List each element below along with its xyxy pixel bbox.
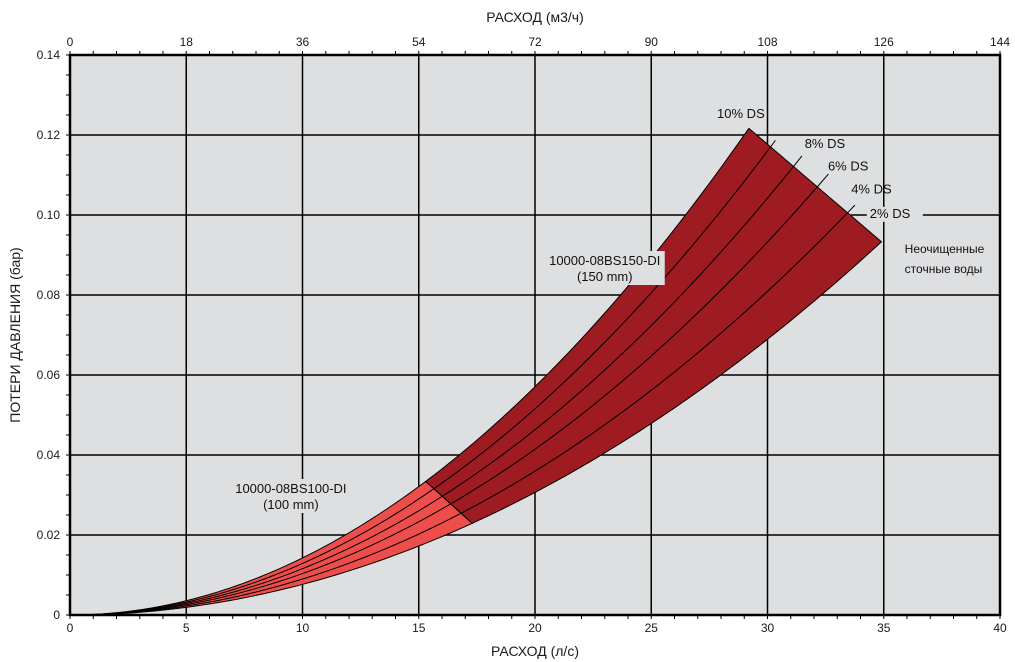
y-tick-label: 0.06 [37, 368, 61, 382]
x-tick-label: 15 [412, 621, 426, 635]
y-tick-label: 0.08 [37, 288, 61, 302]
x2-tick-label: 36 [296, 35, 310, 49]
x2-tick-label: 72 [528, 35, 542, 49]
x2-tick-label: 108 [757, 35, 777, 49]
x-tick-label: 35 [877, 621, 891, 635]
y-tick-label: 0.04 [37, 448, 61, 462]
x-tick-label: 30 [761, 621, 775, 635]
y-tick-label: 0.02 [37, 528, 61, 542]
series-curves [69, 140, 856, 616]
x2-tick-label: 144 [990, 35, 1010, 49]
tick-labels: 0 5 10 15 20 25 30 35 40 0 18 36 54 72 90 108 126 144 0 0.0… [37, 35, 1011, 635]
y-tick-label: 0.14 [37, 48, 61, 62]
raw-label-line-2: сточные воды [905, 262, 983, 276]
curve-4-ds [69, 173, 829, 616]
zone-label-line-1: 10000-08BS100-DI [235, 481, 346, 496]
curve-8-ds [69, 140, 776, 616]
y-tick-label: 0 [53, 608, 60, 622]
x2-tick-label: 18 [180, 35, 194, 49]
x2-tick-label: 126 [874, 35, 894, 49]
y-tick-label: 0.12 [37, 128, 61, 142]
grid-lines [70, 55, 1000, 615]
x-axis-label: РАСХОД (л/с) [491, 643, 579, 659]
zone-label-line-2: (100 mm) [263, 497, 319, 512]
x-tick-label: 0 [67, 621, 74, 635]
x-tick-label: 5 [183, 621, 190, 635]
series-label: 4% DS [851, 181, 892, 196]
y-tick-label: 0.10 [37, 208, 61, 222]
minor-ticks [66, 51, 1001, 619]
zone-label-line-2: (150 mm) [577, 269, 633, 284]
x-tick-label: 10 [296, 621, 310, 635]
band-150mm [424, 127, 883, 524]
series-label: 8% DS [805, 136, 846, 151]
x2-tick-label: 0 [67, 35, 74, 49]
series-label: 2% DS [870, 206, 911, 221]
zone-label-bg [230, 479, 351, 513]
x-tick-label: 25 [645, 621, 659, 635]
x-tick-label: 40 [993, 621, 1007, 635]
x2-tick-label: 90 [645, 35, 659, 49]
series-label: 6% DS [828, 159, 869, 174]
x2-axis-label: РАСХОД (м3/ч) [486, 9, 584, 25]
y-axis-label: ПОТЕРИ ДАВЛЕНИЯ (бар) [7, 247, 23, 422]
zone-label-bg [544, 251, 665, 285]
series-label: 10% DS [717, 106, 765, 121]
x2-tick-label: 54 [412, 35, 426, 49]
annotations: 10% DS 8% DS 6% DS 4% DS 2% DS Неочищенные сто… [230, 106, 985, 513]
raw-label-line-1: Неочищенные [905, 242, 985, 256]
curve-6-ds [69, 155, 803, 616]
curve-2-ds [69, 204, 856, 616]
x-tick-label: 20 [528, 621, 542, 635]
zone-label-line-1: 10000-08BS150-DI [549, 253, 660, 268]
label-bg [866, 206, 923, 222]
plot-frame [68, 53, 1002, 617]
